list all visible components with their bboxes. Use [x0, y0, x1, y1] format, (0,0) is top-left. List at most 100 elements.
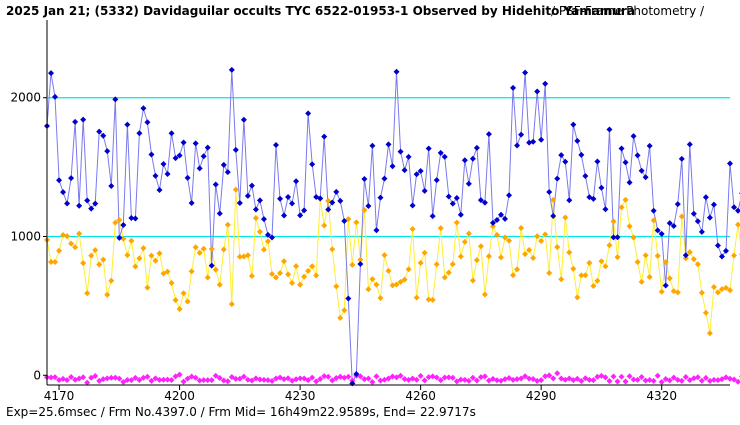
data-point-background	[518, 375, 525, 382]
data-point-comparison	[397, 278, 404, 285]
data-point-background	[48, 374, 55, 381]
data-point-target	[88, 205, 95, 212]
data-point-target	[317, 195, 324, 202]
data-point-target	[168, 130, 175, 137]
data-point-target	[252, 206, 259, 213]
data-point-target	[735, 207, 740, 214]
data-point-target	[702, 194, 709, 201]
data-point-background	[590, 377, 597, 384]
data-point-background	[638, 373, 645, 380]
data-point-background	[654, 372, 661, 379]
data-point-background	[361, 376, 368, 383]
data-point-comparison	[650, 217, 657, 224]
data-point-comparison	[530, 255, 537, 262]
data-point-background	[522, 373, 529, 380]
data-point-background	[325, 373, 332, 380]
data-point-target	[590, 195, 597, 202]
data-point-target	[204, 144, 211, 151]
series-points-background	[44, 370, 740, 386]
data-point-comparison	[735, 221, 740, 228]
data-point-target	[606, 126, 613, 133]
data-point-comparison	[682, 255, 689, 262]
data-point-target	[172, 155, 179, 162]
data-point-comparison	[68, 240, 75, 247]
data-point-target	[236, 200, 243, 207]
data-point-target	[630, 133, 637, 140]
data-point-comparison	[413, 294, 420, 301]
data-point-comparison	[128, 237, 135, 244]
data-point-comparison	[618, 204, 625, 211]
data-point-target	[694, 218, 701, 225]
data-point-target	[68, 175, 75, 182]
data-point-comparison	[172, 297, 179, 304]
data-point-background	[293, 376, 300, 383]
data-point-background	[160, 376, 167, 383]
data-point-comparison	[260, 246, 267, 253]
data-point-target	[108, 182, 115, 189]
data-point-target	[514, 142, 521, 149]
data-point-comparison	[176, 305, 183, 312]
data-point-comparison	[473, 257, 480, 264]
data-point-comparison	[510, 272, 517, 279]
data-point-comparison	[104, 291, 111, 298]
data-point-target	[220, 161, 227, 168]
data-point-target	[305, 110, 312, 117]
data-point-target	[502, 215, 509, 222]
data-point-comparison	[96, 261, 103, 268]
data-point-comparison	[666, 275, 673, 282]
data-point-comparison	[285, 271, 292, 278]
data-point-background	[345, 373, 352, 380]
data-point-target	[542, 80, 549, 87]
data-point-target	[626, 179, 633, 186]
data-point-target	[610, 234, 617, 241]
data-point-target	[618, 145, 625, 152]
data-point-target	[180, 139, 187, 146]
data-point-background	[136, 377, 143, 384]
data-point-target	[522, 69, 529, 76]
data-point-comparison	[433, 261, 440, 268]
data-point-background	[240, 373, 247, 380]
data-point-comparison	[497, 254, 504, 261]
data-point-target	[550, 212, 557, 219]
data-point-target	[92, 200, 99, 207]
data-point-background	[208, 377, 215, 384]
data-point-background	[80, 374, 87, 381]
data-point-background	[650, 377, 657, 384]
data-point-background	[397, 372, 404, 379]
data-point-comparison	[349, 261, 356, 268]
series-points	[44, 66, 740, 387]
data-point-comparison	[405, 266, 412, 273]
data-point-comparison	[425, 296, 432, 303]
data-point-comparison	[469, 277, 476, 284]
series-points-comparison	[44, 186, 740, 337]
data-point-target	[80, 116, 87, 123]
data-point-background	[473, 377, 480, 384]
data-point-target	[373, 227, 380, 234]
data-point-target	[325, 206, 332, 213]
data-point-comparison	[64, 233, 71, 240]
data-point-background	[192, 374, 199, 381]
data-point-target	[104, 148, 111, 155]
data-point-background	[132, 374, 139, 381]
data-point-target	[674, 201, 681, 208]
data-point-comparison	[477, 243, 484, 250]
data-point-comparison	[678, 213, 685, 220]
data-point-target	[646, 142, 653, 149]
data-point-background	[606, 377, 613, 384]
data-point-target	[574, 137, 581, 144]
data-point-comparison	[542, 231, 549, 238]
data-point-background	[538, 377, 545, 384]
data-point-comparison	[614, 254, 621, 261]
y-tick-label: 0	[33, 368, 41, 382]
data-point-target	[228, 66, 235, 73]
data-point-target	[389, 163, 396, 170]
data-point-comparison	[493, 231, 500, 238]
data-point-background	[618, 373, 625, 380]
data-point-background	[534, 377, 541, 384]
data-point-background	[421, 377, 428, 384]
data-point-target	[264, 231, 271, 238]
data-point-background	[156, 376, 163, 383]
data-point-background	[64, 377, 71, 384]
data-point-background	[594, 373, 601, 380]
data-point-background	[337, 373, 344, 380]
